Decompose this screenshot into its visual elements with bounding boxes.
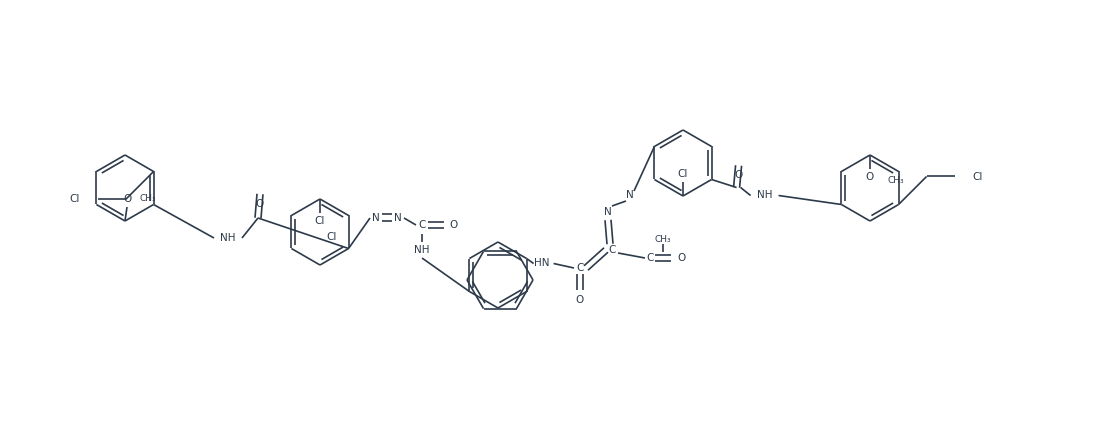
Text: Cl: Cl: [69, 194, 80, 204]
Text: O: O: [677, 253, 686, 263]
Text: NH: NH: [757, 191, 772, 201]
Text: C: C: [609, 245, 615, 255]
Text: O: O: [866, 172, 874, 182]
Text: O: O: [256, 199, 264, 209]
Text: C: C: [418, 220, 426, 230]
Text: HN: HN: [534, 259, 550, 269]
Text: C: C: [646, 253, 654, 263]
Text: N: N: [372, 213, 380, 223]
Text: Cl: Cl: [327, 232, 337, 242]
Text: CH₃: CH₃: [655, 235, 671, 245]
Text: C: C: [576, 263, 584, 273]
Text: NH: NH: [415, 245, 430, 255]
Text: N: N: [626, 190, 634, 200]
Text: O: O: [576, 295, 584, 305]
Text: O: O: [123, 194, 132, 204]
Text: O: O: [450, 220, 459, 230]
Text: CH₃: CH₃: [887, 177, 905, 185]
Text: O: O: [735, 170, 743, 181]
Text: Cl: Cl: [973, 171, 983, 181]
Text: CH₃: CH₃: [139, 194, 156, 204]
Text: N: N: [394, 213, 402, 223]
Text: Cl: Cl: [678, 169, 688, 179]
Text: N: N: [604, 207, 612, 217]
Text: Cl: Cl: [315, 216, 325, 226]
Text: NH: NH: [220, 233, 236, 243]
